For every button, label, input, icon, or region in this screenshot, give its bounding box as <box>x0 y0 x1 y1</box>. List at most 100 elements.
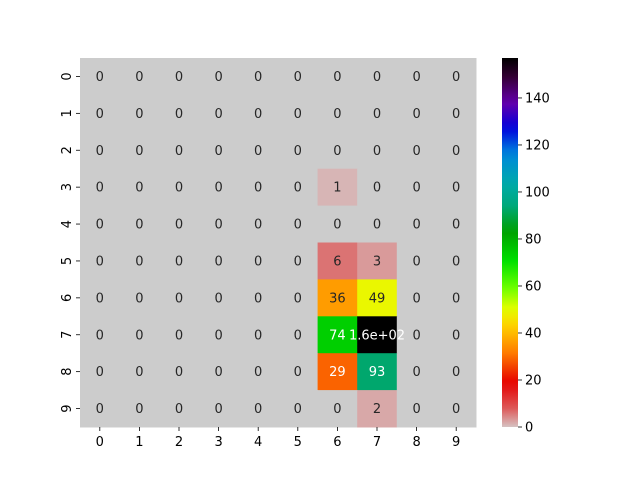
heatmap-cell <box>317 390 358 428</box>
heatmap-cell <box>357 316 398 354</box>
cell-annotation: 0 <box>96 291 104 306</box>
heatmap-cell <box>119 131 160 170</box>
colorbar-gradient <box>502 58 518 427</box>
cell-annotation: 0 <box>254 328 262 343</box>
heatmap-cell <box>396 316 437 354</box>
heatmap-cell <box>119 205 160 243</box>
heatmap-cell <box>119 316 160 354</box>
cell-annotation: 0 <box>452 328 460 343</box>
cell-annotation: 0 <box>214 181 222 196</box>
cell-annotation: 0 <box>135 107 143 122</box>
heatmap-cell <box>198 58 239 96</box>
heatmap-cell <box>278 168 319 207</box>
cell-annotation: 0 <box>254 144 262 159</box>
cell-annotation: 0 <box>452 107 460 122</box>
cell-annotation: 0 <box>96 181 104 196</box>
heatmap-cell <box>396 94 437 133</box>
colorbar-tick-label: 120 <box>525 138 550 153</box>
cell-annotation: 0 <box>96 328 104 343</box>
heatmap-cell <box>238 205 279 243</box>
cell-annotation: 0 <box>294 402 302 417</box>
cell-annotation: 0 <box>452 365 460 380</box>
cell-annotation: 0 <box>373 70 381 85</box>
heatmap-cell <box>238 58 279 96</box>
x-tick-label: 5 <box>294 435 302 450</box>
cell-annotation: 1.6e+02 <box>349 328 405 343</box>
cell-annotation: 0 <box>452 254 460 269</box>
cell-annotation: 0 <box>135 402 143 417</box>
cell-annotation: 0 <box>96 107 104 122</box>
heatmap-cell <box>278 353 319 391</box>
heatmap-cell <box>238 242 279 280</box>
cell-annotation: 0 <box>294 254 302 269</box>
cell-annotation: 0 <box>214 254 222 269</box>
y-tick-label: 9 <box>60 404 75 412</box>
cell-annotation: 0 <box>214 365 222 380</box>
heatmap-cell <box>278 279 319 317</box>
heatmap-cell <box>119 279 160 317</box>
cell-annotation: 0 <box>333 144 341 159</box>
cell-annotation: 93 <box>369 365 386 380</box>
y-tick-label: 1 <box>60 109 75 117</box>
heatmap-cells <box>80 58 477 428</box>
y-tick-label: 2 <box>60 146 75 154</box>
cell-annotation: 0 <box>452 291 460 306</box>
cell-annotation: 0 <box>214 107 222 122</box>
cell-annotation: 0 <box>135 218 143 233</box>
x-tick-label: 8 <box>412 435 420 450</box>
cell-annotation: 0 <box>412 144 420 159</box>
heatmap-cell <box>317 279 358 317</box>
heatmap-cell <box>317 316 358 354</box>
cell-annotation: 0 <box>412 365 420 380</box>
y-tick-label: 8 <box>60 368 75 376</box>
cell-annotation: 0 <box>135 144 143 159</box>
cell-annotation: 0 <box>452 70 460 85</box>
cell-annotation: 0 <box>294 181 302 196</box>
heatmap-cell <box>198 353 239 391</box>
cell-annotation: 0 <box>452 181 460 196</box>
y-tick-label: 0 <box>60 72 75 80</box>
heatmap-cell <box>80 279 121 317</box>
cell-annotation: 0 <box>452 218 460 233</box>
heatmap-cell <box>396 205 437 243</box>
cell-annotation: 0 <box>254 70 262 85</box>
cell-annotation: 29 <box>329 365 346 380</box>
heatmap-cell <box>80 353 121 391</box>
cell-annotation: 0 <box>452 402 460 417</box>
heatmap-cell <box>357 131 398 170</box>
cell-annotation: 0 <box>214 218 222 233</box>
cell-annotation: 0 <box>412 107 420 122</box>
heatmap-cell <box>119 242 160 280</box>
x-tick-label: 6 <box>333 435 341 450</box>
cell-annotation: 0 <box>135 254 143 269</box>
cell-annotation: 0 <box>175 70 183 85</box>
heatmap-cell <box>396 279 437 317</box>
cell-annotation: 0 <box>294 218 302 233</box>
heatmap-cell <box>238 279 279 317</box>
cell-annotation: 0 <box>135 70 143 85</box>
cell-annotation: 0 <box>96 70 104 85</box>
cell-annotation: 0 <box>96 365 104 380</box>
cell-annotation: 0 <box>294 70 302 85</box>
cell-annotation: 0 <box>254 365 262 380</box>
cell-annotation: 0 <box>333 402 341 417</box>
heatmap-cell <box>80 242 121 280</box>
heatmap-cell <box>159 94 200 133</box>
heatmap-cell <box>278 58 319 96</box>
colorbar-tick-label: 80 <box>525 232 542 247</box>
heatmap-cell <box>159 168 200 207</box>
heatmap-cell <box>278 390 319 428</box>
heatmap-cell <box>436 242 477 280</box>
x-tick-label: 3 <box>214 435 222 450</box>
heatmap-cell <box>80 168 121 207</box>
heatmap-cell <box>159 205 200 243</box>
cell-annotation: 0 <box>254 402 262 417</box>
cell-annotation: 0 <box>254 218 262 233</box>
cell-annotation: 0 <box>294 291 302 306</box>
colorbar: 0 20 40 60 80 100 120 140 <box>502 58 550 436</box>
cell-annotation: 0 <box>294 107 302 122</box>
cell-annotation: 0 <box>412 254 420 269</box>
heatmap-cell <box>80 131 121 170</box>
cell-annotation: 0 <box>373 144 381 159</box>
